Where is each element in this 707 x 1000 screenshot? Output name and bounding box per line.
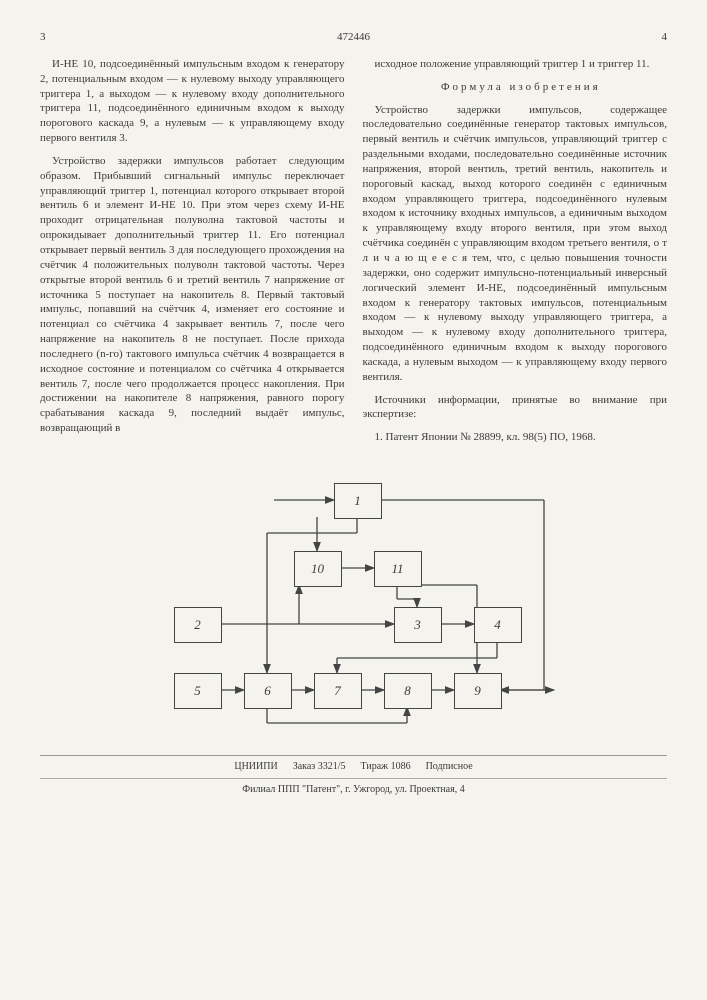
diagram-box-7: 7 xyxy=(314,673,362,709)
diagram-box-4: 4 xyxy=(474,607,522,643)
diagram-box-5: 5 xyxy=(174,673,222,709)
footer-divider xyxy=(40,778,667,779)
block-diagram: 1 10 11 2 34 56789 xyxy=(144,473,564,733)
footer-tirage: Тираж 1086 xyxy=(361,761,411,772)
footer-sub: Подписное xyxy=(426,761,473,772)
diagram-box-8: 8 xyxy=(384,673,432,709)
right-p3: Источники информации, принятые во вниман… xyxy=(363,393,668,423)
header-row: 3 472446 4 xyxy=(40,30,667,45)
footer-address: Филиал ППП "Патент", г. Ужгород, ул. Про… xyxy=(40,783,667,797)
text-columns: И-НЕ 10, подсоединённый импульсным входо… xyxy=(40,57,667,453)
right-p4: 1. Патент Японии № 28899, кл. 98(5) ПО, … xyxy=(363,430,668,445)
page-number-left: 3 xyxy=(40,30,249,45)
right-p2: Устройство задержки импульсов, содержаще… xyxy=(363,103,668,385)
formula-title: Формула изобретения xyxy=(363,80,668,95)
diagram-box-2: 2 xyxy=(174,607,222,643)
diagram-box-11: 11 xyxy=(374,551,422,587)
diagram-box-9: 9 xyxy=(454,673,502,709)
diagram-box-1: 1 xyxy=(334,483,382,519)
diagram-box-10: 10 xyxy=(294,551,342,587)
footer-order: Заказ 3321/5 xyxy=(293,761,346,772)
diagram-box-6: 6 xyxy=(244,673,292,709)
page-number-right: 4 xyxy=(458,30,667,45)
left-p1: И-НЕ 10, подсоединённый импульсным входо… xyxy=(40,57,345,146)
left-column: И-НЕ 10, подсоединённый импульсным входо… xyxy=(40,57,345,453)
diagram-box-3: 3 xyxy=(394,607,442,643)
right-p1: исходное положение управляющий триггер 1… xyxy=(363,57,668,72)
footer-org: ЦНИИПИ xyxy=(234,761,277,772)
footer: ЦНИИПИ Заказ 3321/5 Тираж 1086 Подписное xyxy=(40,755,667,774)
patent-number: 472446 xyxy=(249,30,458,45)
right-column: исходное положение управляющий триггер 1… xyxy=(363,57,668,453)
left-p2: Устройство задержки импульсов работает с… xyxy=(40,154,345,436)
